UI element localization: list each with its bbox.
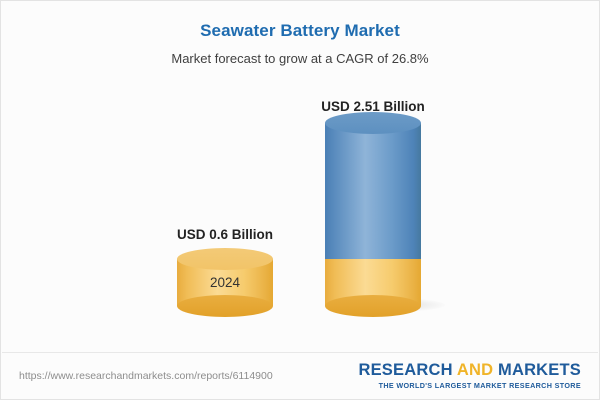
brand-name-last: MARKETS xyxy=(493,361,581,380)
chart-subtitle: Market forecast to grow at a CAGR of 26.… xyxy=(171,51,429,66)
bar-cylinder-2030 xyxy=(325,112,421,259)
source-url[interactable]: https://www.researchandmarkets.com/repor… xyxy=(19,370,273,382)
bar-value-label-2024: USD 0.6 Billion xyxy=(176,227,274,242)
bar-cap-bottom xyxy=(325,295,421,317)
footer-divider xyxy=(2,352,598,353)
category-label-2024: 2024 xyxy=(209,275,241,290)
chart-plot-area: USD 0.6 Billion 2024 USD 2.51 Billion 20 xyxy=(1,1,599,353)
bar-cylinder-2024 xyxy=(177,248,297,317)
page-title: Seawater Battery Market xyxy=(200,21,400,40)
bar-value-label-2030: USD 2.51 Billion xyxy=(321,99,425,114)
bar-cap-top xyxy=(177,248,273,270)
chart-header: Seawater Battery Market Market forecast … xyxy=(1,21,599,66)
brand-logo: RESEARCH AND MARKETS THE WORLD'S LARGEST… xyxy=(358,361,581,391)
brand-name-accent: AND xyxy=(456,361,494,380)
bar-body xyxy=(325,123,421,259)
bar-cap-bottom xyxy=(177,295,273,317)
bar-cylinder-2030-base xyxy=(325,259,445,317)
brand-tagline: THE WORLD'S LARGEST MARKET RESEARCH STOR… xyxy=(378,381,581,391)
brand-name: RESEARCH AND MARKETS xyxy=(358,361,581,380)
brand-name-first: RESEARCH xyxy=(358,361,457,380)
footer: https://www.researchandmarkets.com/repor… xyxy=(1,353,599,399)
bar-cap-top xyxy=(325,112,421,134)
